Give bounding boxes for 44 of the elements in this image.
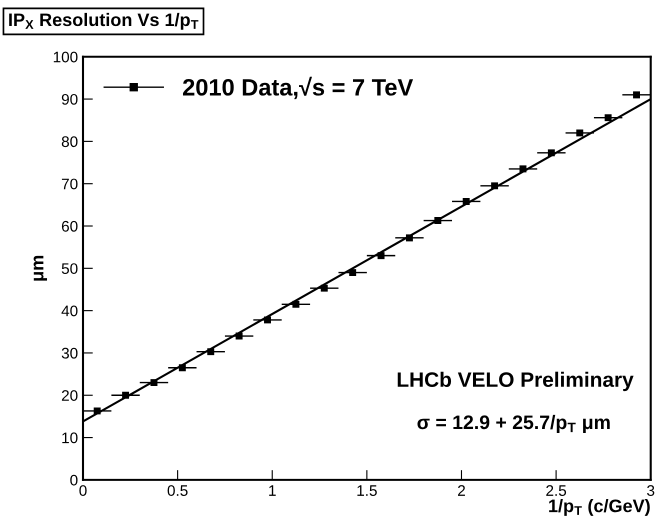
point bbox=[491, 182, 498, 190]
y-tick-label: 10 bbox=[62, 432, 78, 444]
point bbox=[548, 149, 555, 156]
point bbox=[576, 129, 584, 136]
point bbox=[264, 316, 271, 324]
y-tick-label: 20 bbox=[62, 390, 78, 401]
point bbox=[349, 269, 356, 276]
y-tick-label: 60 bbox=[62, 220, 78, 232]
x-tick-label: 0.5 bbox=[168, 485, 188, 496]
y-tick-label: 30 bbox=[62, 348, 78, 359]
x-tick-label: 3 bbox=[647, 485, 654, 496]
x-tick-label: 1.5 bbox=[357, 485, 377, 496]
y-axis-title: μm bbox=[34, 256, 48, 281]
point bbox=[292, 300, 300, 308]
chart-title: IP$_{X}$ Resolution Vs 1/p$_{T}$ bbox=[9, 12, 198, 30]
y-tick-label: 0 bbox=[70, 474, 78, 486]
point bbox=[320, 284, 328, 292]
point bbox=[94, 407, 101, 414]
point bbox=[633, 91, 640, 98]
point bbox=[150, 379, 158, 386]
annotation: σ = 12.9 + 25.7/p$_{T}$ μm bbox=[417, 414, 610, 434]
y-tick-label: 50 bbox=[62, 263, 78, 274]
point bbox=[520, 165, 526, 172]
y-tick-label: 90 bbox=[62, 94, 78, 105]
annotation: LHCb VELO Preliminary bbox=[398, 372, 634, 392]
x-tick-label: 2 bbox=[458, 485, 465, 496]
point bbox=[604, 114, 612, 122]
x-tick-label: 2.5 bbox=[546, 485, 566, 496]
y-tick-label: 80 bbox=[62, 136, 78, 148]
point bbox=[462, 198, 470, 205]
y-tick-label: 70 bbox=[62, 178, 78, 190]
point bbox=[178, 364, 186, 372]
y-tick-label: 100 bbox=[54, 52, 78, 62]
point bbox=[378, 252, 385, 260]
x-tick-label: 0 bbox=[79, 485, 87, 496]
point bbox=[236, 332, 243, 340]
point bbox=[434, 217, 442, 224]
x-tick-label: 1 bbox=[269, 485, 276, 496]
point bbox=[207, 348, 214, 356]
point bbox=[122, 392, 130, 399]
legend-label: 2010 Data,√s = 7 TeV bbox=[182, 76, 414, 100]
y-tick-label: 40 bbox=[62, 306, 78, 316]
x-axis-title: 1/p$_{T}$ (c/GeV) bbox=[549, 498, 650, 516]
point bbox=[406, 234, 413, 242]
